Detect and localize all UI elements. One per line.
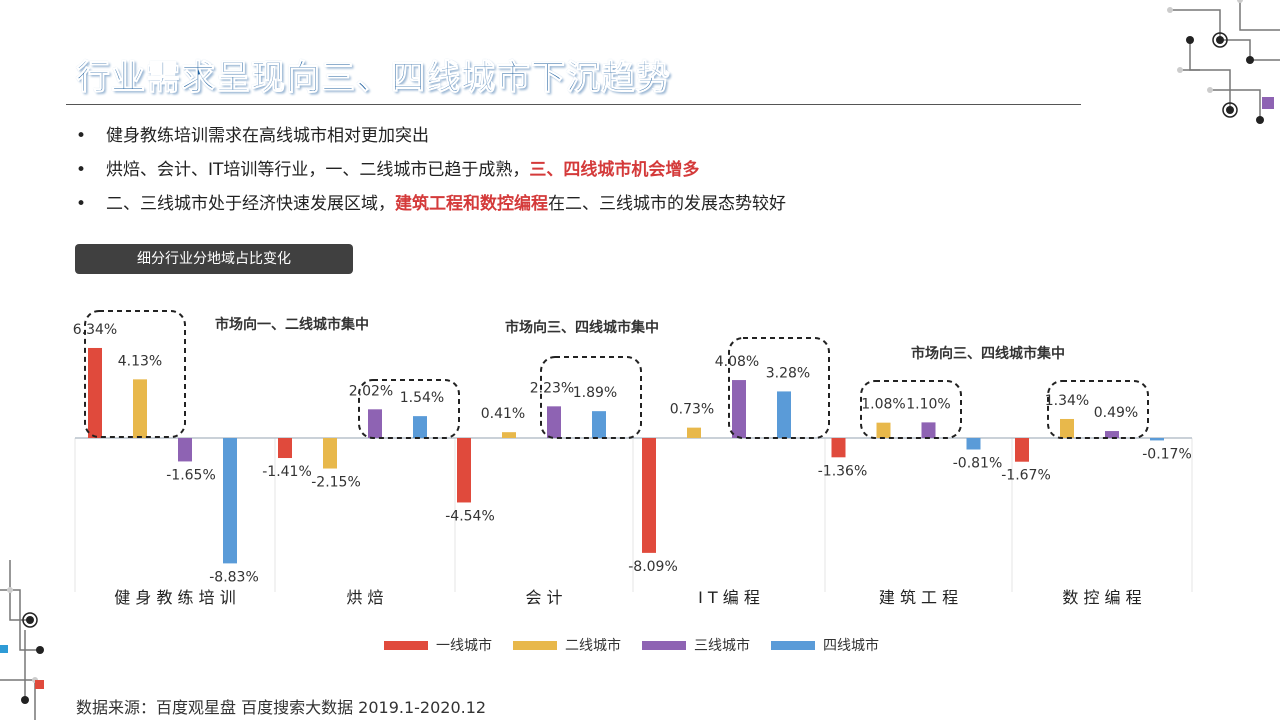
bar	[223, 438, 237, 564]
data-label: 0.41%	[481, 406, 525, 422]
bar	[133, 379, 147, 438]
data-label: -0.81%	[953, 456, 1003, 472]
category-label: 烘 焙	[346, 588, 383, 607]
highlight-box	[358, 379, 460, 439]
data-label: -2.15%	[311, 475, 361, 491]
legend-label: 三线城市	[694, 637, 750, 654]
bullet-dot: •	[76, 194, 87, 214]
data-label: 1.08%	[861, 397, 905, 413]
chart-annotation: 市场向一、二线城市集中	[215, 316, 369, 333]
bullet-text: 二、三线城市处于经济快速发展区域，	[106, 194, 395, 214]
data-label: 4.13%	[118, 353, 162, 369]
legend-swatch	[771, 641, 815, 650]
bullet-text: 健身教练培训需求在高线城市相对更加突出	[106, 126, 429, 146]
data-label: 0.49%	[1094, 405, 1138, 421]
data-label: -8.83%	[209, 569, 259, 585]
legend-swatch	[642, 641, 686, 650]
legend-label: 一线城市	[436, 637, 492, 654]
bar	[777, 391, 791, 438]
bar	[278, 438, 292, 459]
data-label: 6.34%	[73, 322, 117, 338]
data-label: -1.67%	[1001, 468, 1051, 484]
data-label: 2.02%	[349, 383, 393, 399]
page-title: 行业需求呈现向三、四线城市下沉趋势	[76, 58, 671, 99]
data-label: -4.54%	[445, 508, 495, 524]
bar	[323, 438, 337, 469]
bullet-dot: •	[76, 160, 87, 180]
circuit-decoration-bottom-left	[0, 560, 44, 720]
bar	[368, 409, 382, 438]
bullet-dot: •	[76, 126, 87, 146]
bar	[1060, 418, 1074, 438]
bullet-highlight: 建筑工程和数控编程	[395, 194, 548, 214]
chart-annotation: 市场向三、四线城市集中	[505, 319, 659, 336]
category-label: 会 计	[525, 588, 562, 607]
data-label: 2.23%	[530, 380, 574, 396]
data-source-note: 数据来源：百度观星盘 百度搜索大数据 2019.1-2020.12	[76, 698, 487, 717]
data-label: -8.09%	[628, 559, 678, 575]
data-label: 1.89%	[573, 385, 617, 401]
chart-subtitle-badge: 细分行业分地域占比变化	[75, 244, 353, 274]
bar	[831, 438, 846, 458]
chart-annotation: 市场向三、四线城市集中	[911, 345, 1065, 362]
data-label: 1.10%	[906, 396, 950, 412]
highlight-box	[84, 310, 186, 438]
highlight-box	[860, 380, 962, 439]
bar	[1015, 438, 1029, 462]
data-label: -0.17%	[1142, 446, 1192, 462]
bar	[592, 411, 606, 438]
bar	[502, 432, 516, 438]
legend-label: 二线城市	[565, 637, 621, 654]
highlight-box	[540, 356, 642, 439]
bullet-item: • 烘焙、会计、IT培训等行业，一、二线城市已趋于成熟，三、四线城市机会增多	[76, 158, 786, 192]
data-label: 3.28%	[766, 365, 810, 381]
bullet-item: • 二、三线城市处于经济快速发展区域，建筑工程和数控编程在二、三线城市的发展态势…	[76, 192, 786, 226]
bar	[1105, 431, 1119, 438]
title-divider	[66, 104, 1081, 105]
bar	[547, 406, 561, 438]
category-label: 健 身 教 练 培 训	[114, 588, 235, 607]
bar	[966, 438, 981, 450]
data-label: 1.34%	[1045, 393, 1089, 409]
bar	[457, 438, 471, 503]
bullet-text-tail: 在二、三线城市的发展态势较好	[548, 194, 786, 214]
data-label: 0.73%	[670, 402, 714, 418]
bar	[687, 427, 701, 438]
category-label: 建 筑 工 程	[879, 588, 958, 607]
highlight-box	[1047, 380, 1149, 439]
bar	[921, 422, 936, 438]
data-label: 1.54%	[400, 390, 444, 406]
data-label: -1.41%	[262, 464, 312, 480]
bullet-highlight: 三、四线城市机会增多	[529, 160, 700, 180]
bullet-item: • 健身教练培训需求在高线城市相对更加突出	[76, 124, 786, 158]
legend-label: 四线城市	[823, 637, 879, 654]
bar	[178, 438, 192, 462]
bullet-list: • 健身教练培训需求在高线城市相对更加突出 • 烘焙、会计、IT培训等行业，一、…	[76, 124, 786, 226]
data-label: -1.65%	[166, 467, 216, 483]
bar	[88, 347, 102, 438]
legend-swatch	[384, 641, 428, 650]
bar	[1150, 438, 1164, 441]
legend-swatch	[513, 641, 557, 650]
data-label: -1.36%	[818, 463, 868, 479]
bar	[413, 416, 427, 438]
highlight-box	[728, 337, 830, 439]
bar	[876, 422, 891, 438]
category-label: 数 控 编 程	[1062, 588, 1141, 607]
bullet-text: 烘焙、会计、IT培训等行业，一、二线城市已趋于成熟，	[106, 160, 530, 180]
category-label: I T 编 程	[698, 588, 760, 607]
bar	[642, 438, 656, 553]
bar	[732, 380, 746, 438]
data-label: 4.08%	[715, 354, 759, 370]
circuit-decoration-top-right	[1167, 0, 1280, 124]
